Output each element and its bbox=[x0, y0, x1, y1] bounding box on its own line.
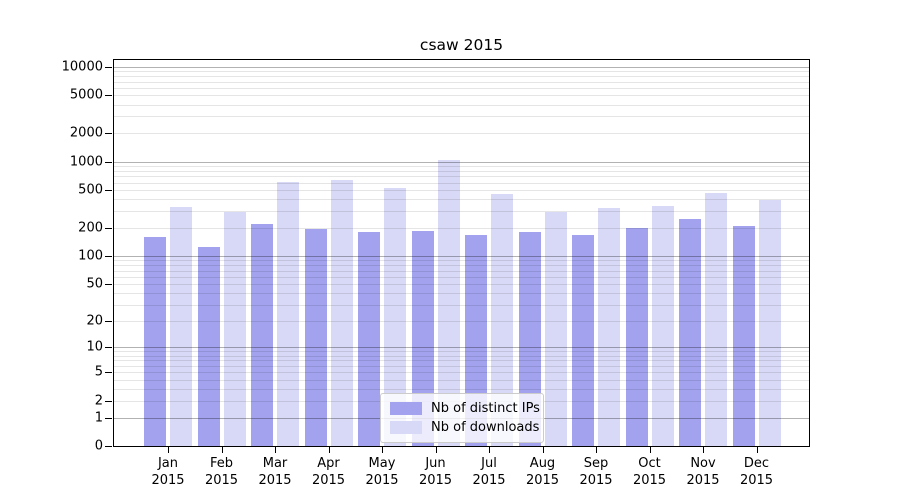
bar-distinct-ips-nov bbox=[679, 219, 701, 446]
bar-distinct-ips-dec bbox=[732, 225, 755, 446]
y-tick-mark bbox=[105, 372, 112, 374]
y-tick-label: 1000 bbox=[69, 154, 103, 170]
bar-downloads-oct bbox=[651, 205, 674, 446]
bar-downloads-jun bbox=[437, 159, 460, 446]
y-tick-label: 20 bbox=[86, 313, 103, 329]
y-tick-label: 10000 bbox=[61, 59, 103, 75]
x-tick-mark bbox=[649, 447, 651, 453]
y-tick-mark bbox=[105, 400, 112, 402]
x-tick-label: Jun 2015 bbox=[418, 456, 453, 488]
bar-distinct-ips-feb bbox=[197, 246, 220, 446]
x-tick-label: Feb 2015 bbox=[204, 456, 239, 488]
x-tick-label: Mar 2015 bbox=[258, 456, 292, 488]
y-tick-mark bbox=[105, 446, 112, 447]
y-tick-mark bbox=[105, 66, 112, 68]
y-tick-mark bbox=[105, 284, 112, 286]
bar-distinct-ips-oct bbox=[625, 227, 648, 446]
bars-layer bbox=[114, 60, 809, 446]
y-tick-label: 5 bbox=[94, 364, 103, 380]
x-tick-label: May 2015 bbox=[365, 456, 399, 488]
x-tick-mark bbox=[328, 447, 330, 453]
y-tick-mark bbox=[105, 417, 112, 419]
y-tick-label: 1 bbox=[94, 410, 103, 425]
x-tick-label: Jul 2015 bbox=[472, 456, 506, 488]
bar-downloads-apr bbox=[330, 179, 353, 446]
bar-downloads-sep bbox=[598, 208, 620, 446]
x-tick-label: Aug 2015 bbox=[525, 456, 560, 488]
legend-entry-downloads: Nb of downloads bbox=[390, 418, 540, 437]
bar-distinct-ips-sep bbox=[572, 235, 594, 446]
x-tick-label: Dec 2015 bbox=[739, 456, 774, 488]
legend: Nb of distinct IPs Nb of downloads bbox=[380, 393, 544, 443]
x-tick-label: Apr 2015 bbox=[311, 456, 346, 488]
x-tick-mark bbox=[382, 447, 383, 453]
legend-swatch-downloads-icon bbox=[390, 421, 422, 434]
bar-downloads-mar bbox=[277, 181, 299, 446]
y-tick-mark bbox=[105, 190, 112, 192]
x-tick-mark bbox=[435, 447, 437, 453]
bar-distinct-ips-jan bbox=[144, 236, 166, 446]
y-tick-label: 5000 bbox=[69, 87, 103, 103]
y-tick-label: 100 bbox=[78, 248, 103, 264]
y-tick-mark bbox=[105, 161, 112, 163]
x-tick-label: Oct 2015 bbox=[632, 456, 667, 488]
y-tick-mark bbox=[105, 320, 112, 322]
plot-area bbox=[113, 59, 810, 447]
x-tick-mark bbox=[275, 447, 276, 453]
y-tick-label: 200 bbox=[78, 220, 103, 236]
bar-distinct-ips-jun bbox=[411, 230, 434, 446]
x-tick-mark bbox=[221, 447, 223, 453]
legend-label-distinct-ips: Nb of distinct IPs bbox=[431, 401, 540, 416]
legend-swatch-distinct-ips-icon bbox=[390, 402, 422, 415]
bar-downloads-feb bbox=[223, 211, 246, 446]
y-tick-mark bbox=[105, 227, 112, 229]
x-tick-mark bbox=[542, 447, 544, 453]
y-tick-mark bbox=[105, 347, 112, 349]
x-tick-mark bbox=[596, 447, 597, 453]
chart-title: csaw 2015 bbox=[419, 36, 504, 54]
bar-downloads-may bbox=[384, 187, 406, 446]
y-tick-mark bbox=[105, 133, 112, 135]
y-tick-label: 0 bbox=[94, 438, 103, 454]
y-tick-label: 2000 bbox=[69, 125, 103, 141]
bar-distinct-ips-apr bbox=[304, 229, 327, 446]
x-tick-label: Nov 2015 bbox=[686, 456, 720, 488]
y-tick-mark bbox=[105, 256, 112, 257]
x-tick-label: Sep 2015 bbox=[579, 456, 613, 488]
legend-label-downloads: Nb of downloads bbox=[431, 420, 540, 435]
y-tick-mark bbox=[105, 95, 112, 97]
x-tick-label: Jan 2015 bbox=[151, 456, 185, 488]
x-tick-mark bbox=[489, 447, 490, 453]
bar-distinct-ips-mar bbox=[251, 223, 273, 446]
bar-distinct-ips-may bbox=[358, 232, 380, 446]
x-tick-mark bbox=[703, 447, 704, 453]
bar-distinct-ips-aug bbox=[518, 232, 541, 446]
bar-downloads-jan bbox=[170, 207, 192, 446]
bar-downloads-dec bbox=[758, 199, 781, 446]
bar-downloads-aug bbox=[544, 211, 567, 446]
x-tick-mark bbox=[756, 447, 758, 453]
bar-downloads-nov bbox=[705, 192, 727, 446]
y-tick-label: 10 bbox=[86, 339, 103, 355]
legend-entry-distinct-ips: Nb of distinct IPs bbox=[390, 399, 540, 418]
y-tick-label: 500 bbox=[78, 182, 103, 198]
bar-downloads-jul bbox=[491, 193, 513, 446]
y-tick-label: 2 bbox=[94, 393, 103, 409]
y-tick-label: 50 bbox=[86, 276, 103, 292]
x-tick-mark bbox=[168, 447, 169, 453]
